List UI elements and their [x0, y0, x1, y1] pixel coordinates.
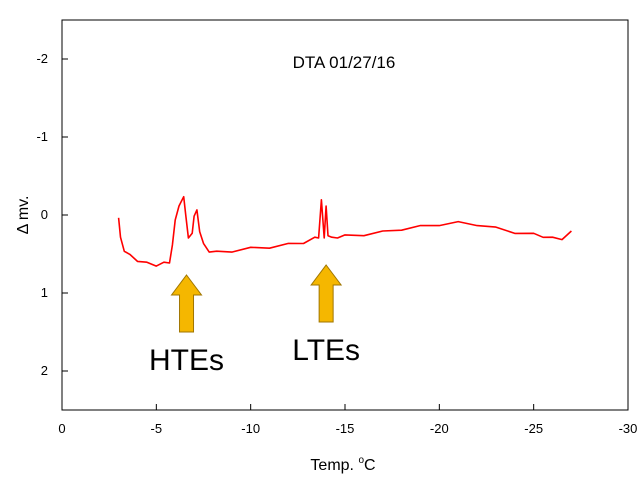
x-axis-title-degree: o: [358, 455, 364, 466]
x-tick-label: -10: [241, 421, 260, 436]
dta-series-line: [117, 195, 572, 267]
x-axis: 0 -5 -10 -15 -20 -25 -30: [58, 404, 637, 436]
chart-title: DTA 01/27/16: [293, 53, 396, 72]
y-tick-label: 0: [41, 207, 48, 222]
annotation-arrow: [170, 274, 203, 333]
annotation-label: LTEs: [292, 334, 360, 367]
annotation-arrow: [310, 264, 343, 323]
annotation-label: HTEs: [149, 344, 224, 377]
x-tick-label: -30: [619, 421, 638, 436]
x-tick-label: -15: [336, 421, 355, 436]
x-axis-title-main: Temp.: [310, 457, 358, 474]
x-axis-title-unit: C: [364, 457, 376, 474]
y-axis-title: Δ mv.: [15, 196, 32, 235]
x-axis-title: Temp. oC: [310, 455, 375, 474]
x-tick-label: -25: [524, 421, 543, 436]
y-tick-label: -2: [36, 51, 48, 66]
annotations: HTEs LTEs: [149, 264, 360, 377]
y-tick-label: 2: [41, 363, 48, 378]
x-tick-label: -20: [430, 421, 449, 436]
y-axis: -2 -1 0 1 2: [36, 51, 68, 378]
x-tick-label: 0: [58, 421, 65, 436]
x-tick-label: -5: [151, 421, 163, 436]
y-tick-label: 1: [41, 285, 48, 300]
y-tick-label: -1: [36, 129, 48, 144]
